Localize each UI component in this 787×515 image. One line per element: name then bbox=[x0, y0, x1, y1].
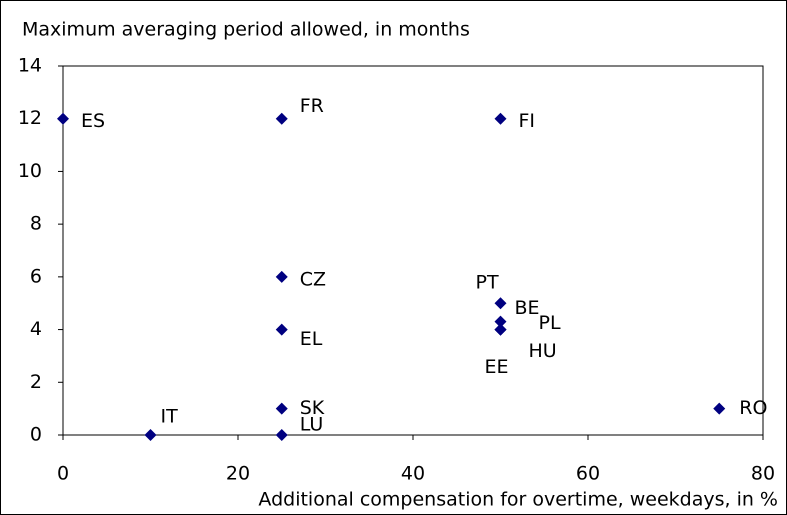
x-tick-label: 60 bbox=[576, 463, 600, 485]
y-tick-label: 14 bbox=[18, 55, 42, 77]
point-label: PL bbox=[539, 312, 561, 334]
y-tick-label: 10 bbox=[18, 160, 42, 182]
point-label: IT bbox=[161, 406, 179, 428]
scatter-point bbox=[275, 402, 288, 415]
scatter-point bbox=[275, 112, 288, 125]
y-tick-label: 12 bbox=[18, 107, 42, 129]
x-axis-label: Additional compensation for overtime, we… bbox=[258, 489, 778, 511]
point-label: FR bbox=[300, 95, 324, 117]
point-label: FI bbox=[519, 110, 536, 132]
y-tick-label: 0 bbox=[30, 424, 42, 446]
y-tick-label: 2 bbox=[30, 371, 42, 393]
scatter-point bbox=[275, 323, 288, 336]
scatter-point bbox=[494, 112, 507, 125]
point-label: PT bbox=[476, 272, 499, 294]
point-label: ES bbox=[81, 110, 105, 132]
plot-area bbox=[62, 65, 764, 436]
point-label: SK bbox=[300, 397, 325, 419]
scatter-point bbox=[494, 323, 507, 336]
y-tick-label: 4 bbox=[30, 318, 42, 340]
point-label: HU bbox=[529, 340, 557, 362]
y-tick-label: 6 bbox=[30, 265, 42, 287]
scatter-point bbox=[275, 429, 288, 441]
x-tick-label: 0 bbox=[57, 463, 69, 485]
point-label: CZ bbox=[300, 268, 326, 290]
point-label: EE bbox=[485, 356, 509, 378]
y-tick-label: 8 bbox=[30, 213, 42, 235]
scatter-point bbox=[144, 429, 157, 441]
point-label: LU bbox=[300, 414, 324, 436]
x-tick-label: 40 bbox=[401, 463, 425, 485]
scatter-point bbox=[275, 270, 288, 283]
chart-title: Maximum averaging period allowed, in mon… bbox=[22, 19, 470, 41]
x-tick-label: 80 bbox=[751, 463, 775, 485]
scatter-point bbox=[494, 315, 507, 328]
scatter-point bbox=[713, 402, 726, 415]
point-label: RO bbox=[739, 397, 767, 419]
point-label: BE bbox=[515, 297, 540, 319]
scatter-point bbox=[57, 112, 69, 125]
point-label: EL bbox=[300, 328, 323, 350]
x-tick-label: 20 bbox=[226, 463, 250, 485]
scatter-point bbox=[494, 297, 507, 310]
